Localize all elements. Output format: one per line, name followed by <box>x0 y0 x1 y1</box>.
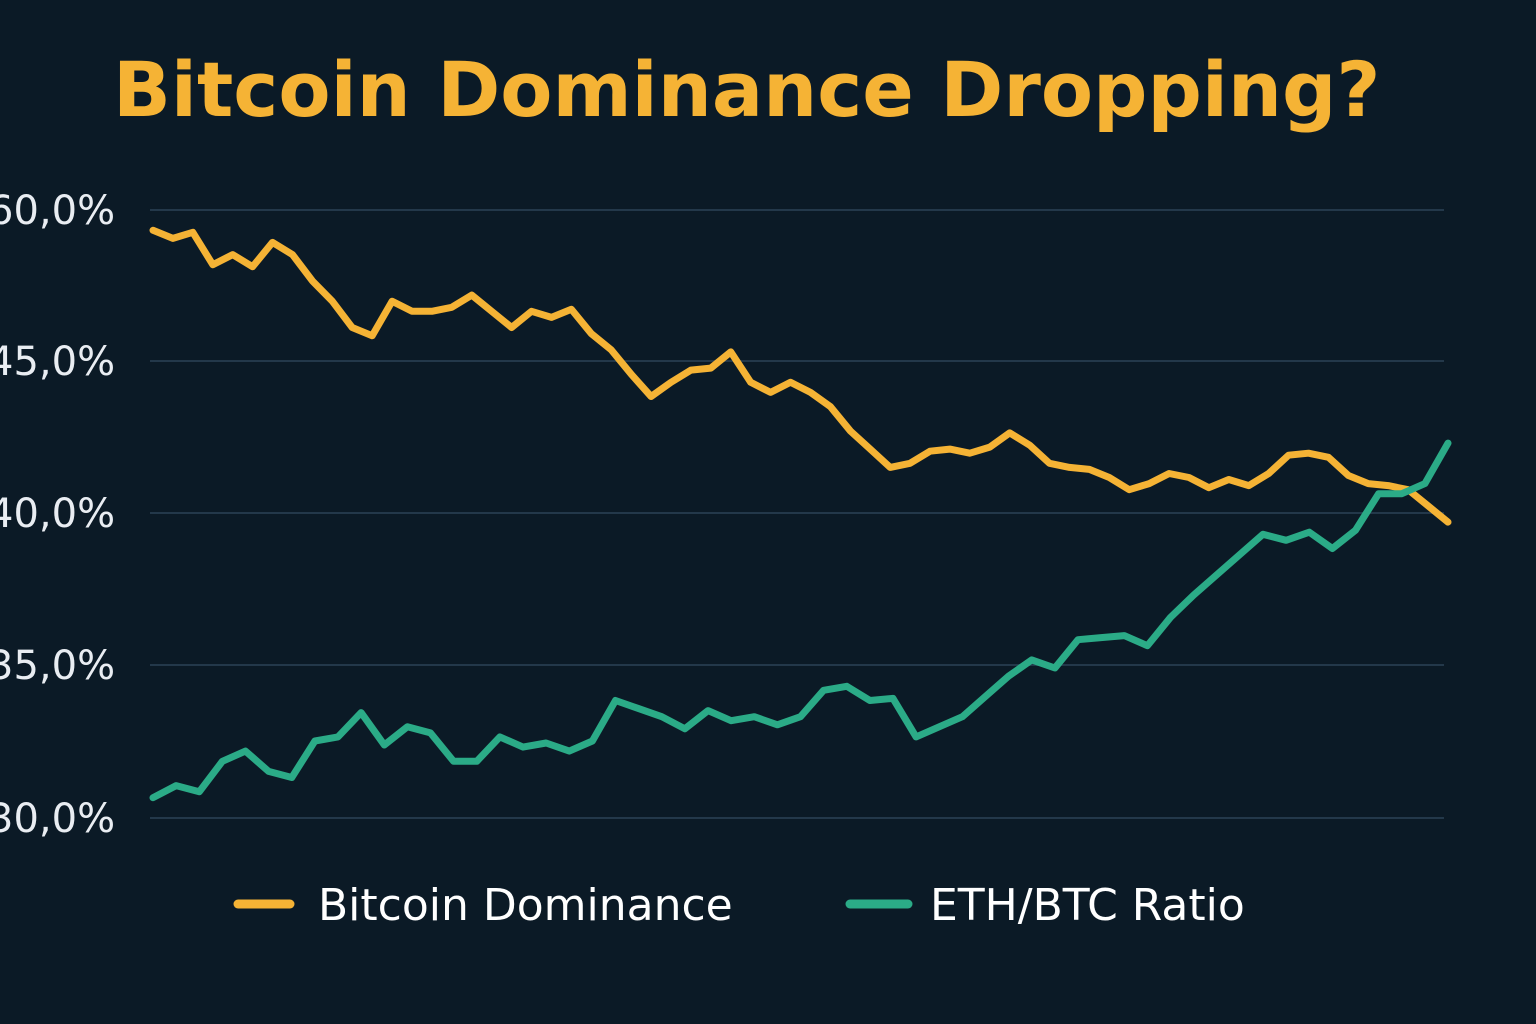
y-tick-label: 45,0% <box>0 339 115 385</box>
series-lines <box>149 226 1452 802</box>
legend-label-bitcoin-dominance: Bitcoin Dominance <box>318 880 733 931</box>
y-tick-label: 35,0% <box>0 643 115 689</box>
series-line-bitcoin-dominance <box>149 226 1452 526</box>
legend: Bitcoin Dominance ETH/BTC Ratio <box>233 880 1245 931</box>
y-tick-label: 30,0% <box>0 796 115 842</box>
chart-title: Bitcoin Dominance Dropping? <box>113 45 1381 134</box>
series-line-eth-btc-ratio <box>149 439 1452 802</box>
y-axis-ticks: 30,0% 35,0% 40,0% 45,0% 60,0% <box>0 188 115 842</box>
y-tick-label: 60,0% <box>0 188 115 234</box>
y-tick-label: 40,0% <box>0 491 115 537</box>
legend-label-eth-btc-ratio: ETH/BTC Ratio <box>930 880 1245 931</box>
grid-lines <box>150 209 1444 819</box>
